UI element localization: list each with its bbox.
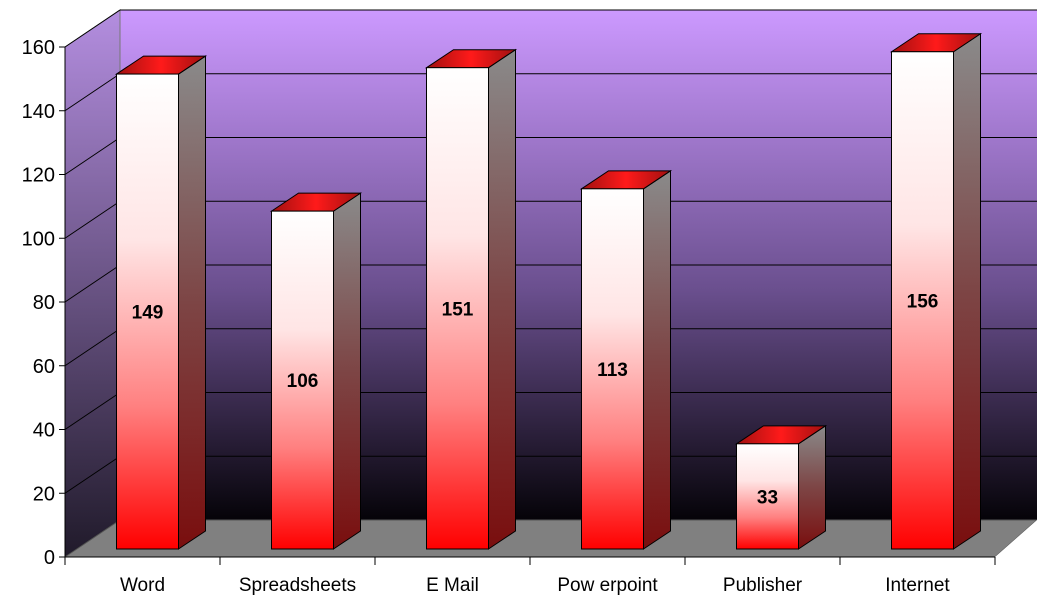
y-tick-label: 60 (33, 356, 55, 378)
gridline-side (64, 137, 121, 175)
bar-front (891, 51, 954, 550)
bar-front (426, 67, 489, 550)
gridline-side (64, 200, 121, 239)
x-tick-labels: Word Spreadsheets E Mail Pow erpoint Publish… (120, 575, 950, 596)
bar: 33 (734, 424, 828, 550)
y-tick-label: 0 (44, 547, 55, 569)
axes (59, 46, 996, 565)
bar-front (736, 443, 799, 550)
x-tick-label: Internet (885, 575, 950, 596)
bar-side (953, 32, 981, 550)
bar-front (116, 73, 179, 550)
gridline-side (64, 328, 121, 367)
y-tick-label: 140 (22, 101, 55, 123)
gridline-side (64, 9, 121, 48)
y-tick-label: 160 (22, 37, 55, 59)
x-tick-label: Spreadsheets (239, 575, 356, 596)
gridline-side (64, 264, 121, 303)
bar: 149 (114, 55, 208, 550)
data-label: 33 (757, 487, 778, 508)
floor-edge (995, 520, 1037, 557)
data-label: 156 (907, 291, 939, 312)
bars: 149 106 151 113 33 156 (114, 32, 983, 550)
data-label: 151 (442, 299, 474, 320)
data-label: 106 (287, 371, 319, 392)
bar-front (581, 188, 644, 550)
bar-side (178, 55, 206, 550)
bar: 156 (889, 32, 983, 550)
y-tick-label: 100 (22, 228, 55, 250)
bar-side (488, 48, 516, 550)
data-label: 113 (597, 360, 628, 381)
data-label: 149 (132, 303, 164, 324)
gridline-side (64, 73, 121, 112)
gridline-side (64, 392, 121, 430)
bar-side (798, 424, 826, 550)
x-tick-label: Word (120, 575, 165, 596)
x-tick-label: Pow erpoint (557, 575, 658, 596)
bar: 113 (579, 169, 673, 550)
y-tick-label: 80 (33, 292, 55, 314)
bar-front (271, 210, 334, 550)
y-tick-label: 120 (22, 165, 55, 187)
bar: 151 (424, 48, 518, 550)
bar-side (643, 169, 671, 550)
bar: 106 (269, 192, 363, 550)
y-tick-labels: 0 20 40 60 80 100 120 140 160 (22, 37, 55, 569)
y-tick-label: 40 (33, 420, 55, 442)
x-tick-label: E Mail (426, 575, 479, 596)
bar-side (333, 192, 361, 550)
gridline-side (64, 455, 121, 494)
x-tick-label: Publisher (723, 575, 803, 596)
y-tick-label: 20 (33, 483, 55, 505)
